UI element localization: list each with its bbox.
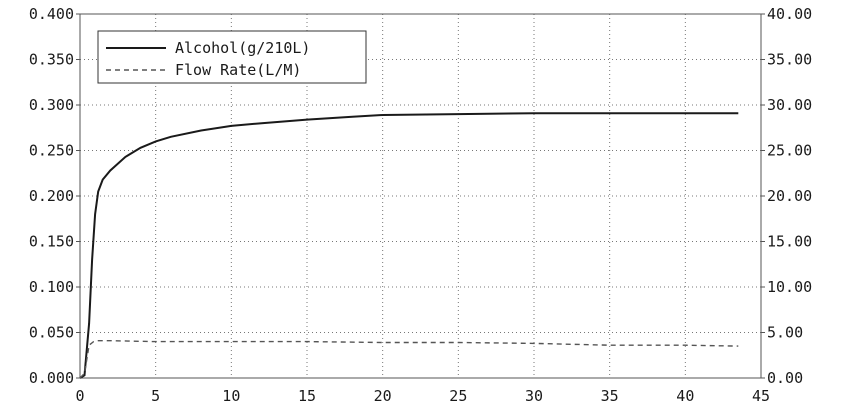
y-right-tick-label: 30.00 (767, 96, 812, 114)
y-right-tick-label: 25.00 (767, 142, 812, 160)
x-tick-label: 40 (676, 387, 694, 405)
legend-box (97, 30, 367, 84)
x-tick-label: 0 (75, 387, 84, 405)
y-left-tick-label: 0.200 (29, 187, 74, 205)
y-right-tick-label: 0.00 (767, 369, 803, 387)
x-tick-label: 30 (525, 387, 543, 405)
y-left-tick-label: 0.250 (29, 142, 74, 160)
x-tick-label: 5 (151, 387, 160, 405)
y-left-tick-label: 0.300 (29, 96, 74, 114)
tick-labels: 0 5 10 15 20 25 30 35 40 45 0.000 0.050 0.100 0.150 0.… (29, 5, 812, 405)
y-left-tick-label: 0.050 (29, 324, 74, 342)
y-left-tick-label: 0.000 (29, 369, 74, 387)
series-line-flow-rate (79, 340, 739, 379)
y-right-tick-label: 15.00 (767, 233, 812, 251)
y-right-tick-label: 5.00 (767, 324, 803, 342)
x-tick-label: 35 (601, 387, 619, 405)
x-tick-label: 45 (752, 387, 770, 405)
y-left-tick-label: 0.100 (29, 278, 74, 296)
y-left-tick-label: 0.400 (29, 5, 74, 23)
y-left-tick-label: 0.150 (29, 233, 74, 251)
x-tick-label: 20 (374, 387, 392, 405)
legend-label-flow-rate: Flow Rate(L/M) (175, 61, 301, 79)
series (79, 112, 739, 379)
x-tick-label: 10 (222, 387, 240, 405)
y-right-tick-label: 35.00 (767, 51, 812, 69)
x-tick-label: 15 (298, 387, 316, 405)
series-line-alcohol (79, 112, 739, 379)
y-right-tick-label: 20.00 (767, 187, 812, 205)
y-left-tick-label: 0.350 (29, 51, 74, 69)
y-right-tick-label: 40.00 (767, 5, 812, 23)
legend: Alcohol(g/210L) Flow Rate(L/M) (97, 30, 367, 84)
y-right-tick-label: 10.00 (767, 278, 812, 296)
x-tick-label: 25 (449, 387, 467, 405)
legend-label-alcohol: Alcohol(g/210L) (175, 39, 310, 57)
